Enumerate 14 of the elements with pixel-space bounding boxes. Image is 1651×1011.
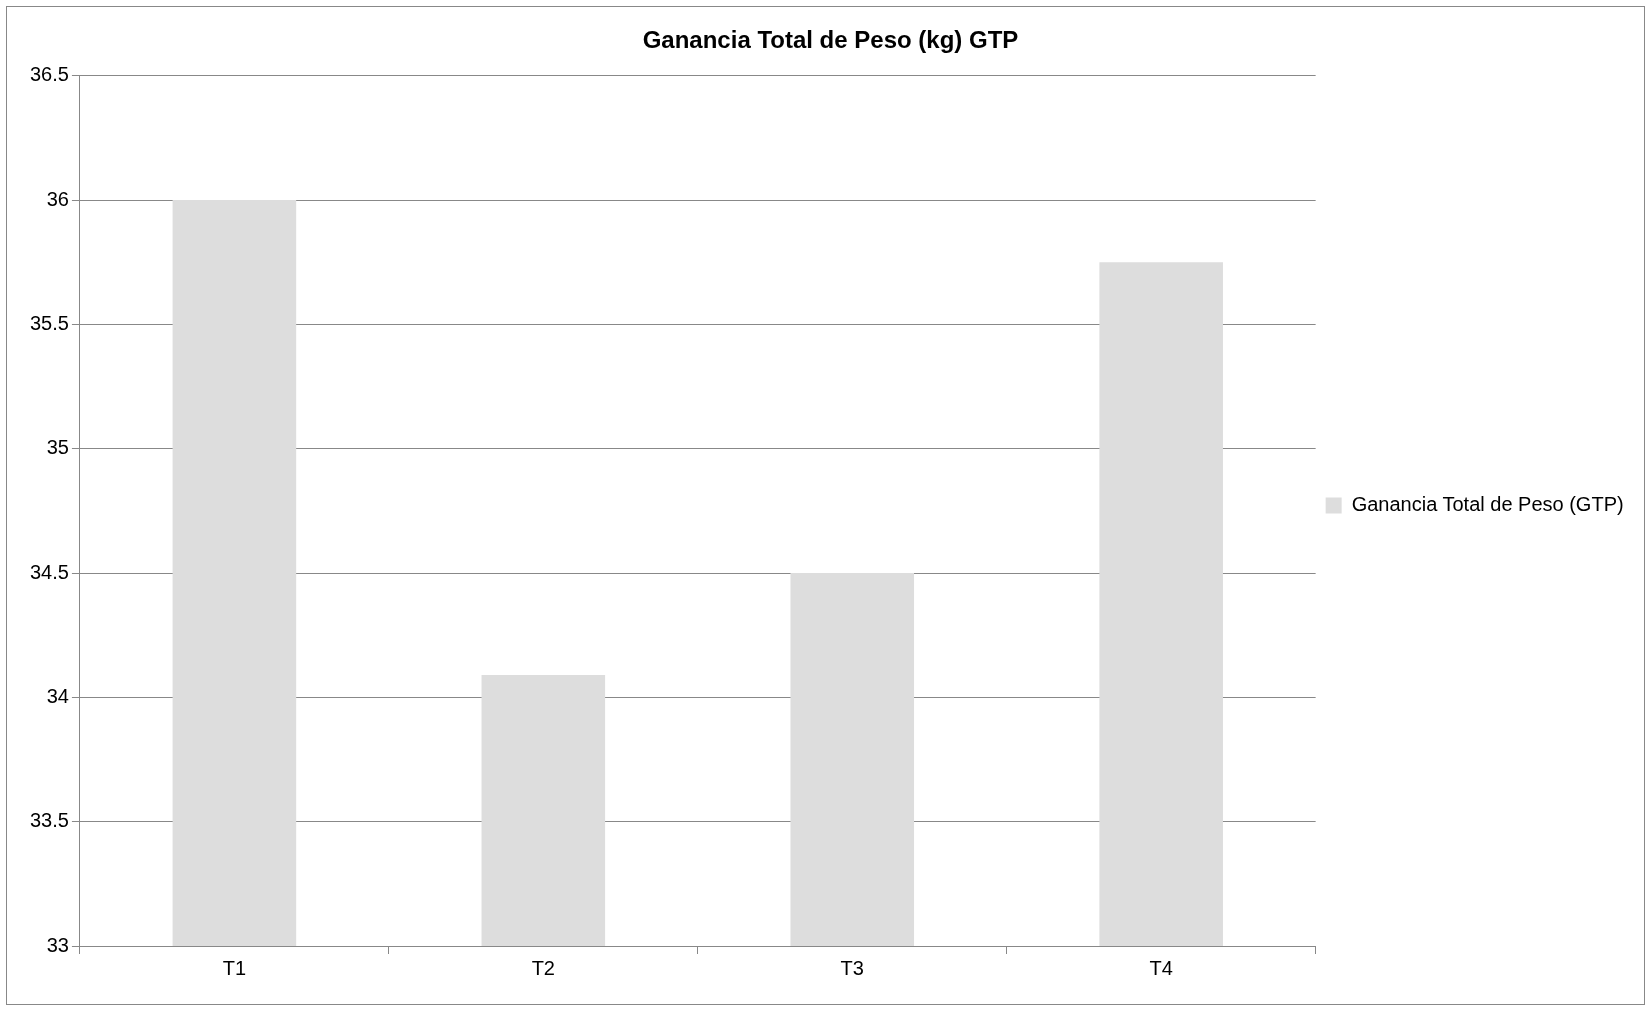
y-tick-label: 35.5 [29, 311, 69, 334]
y-tick-label: 33.5 [29, 809, 69, 832]
y-tick-label: 35 [46, 436, 69, 459]
legend-label: Ganancia Total de Peso (GTP) [1351, 493, 1624, 516]
x-tick-label: T1 [222, 956, 247, 979]
y-tick-label: 33 [46, 933, 69, 956]
y-tick-label: 34.5 [29, 560, 69, 583]
y-tick-label: 36.5 [29, 63, 69, 86]
x-tick-label: T3 [840, 956, 864, 979]
chart-title: Ganancia Total de Peso (kg) GTP [642, 26, 1019, 54]
x-tick-label: T4 [1149, 956, 1173, 979]
y-tick-label: 36 [46, 187, 69, 210]
y-tick-label: 34 [46, 684, 69, 707]
x-tick-label: T2 [531, 956, 555, 979]
